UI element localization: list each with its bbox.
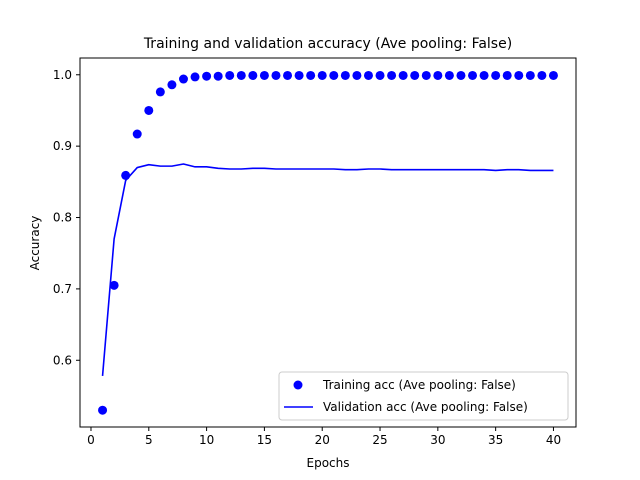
training-acc-point: [271, 70, 281, 80]
training-acc-point: [421, 70, 431, 80]
x-tick-label: 5: [145, 433, 153, 447]
training-acc-point: [167, 80, 177, 90]
axes: 0 5 10 15 20 25 30 35 40 0.6 0.7 0.8 0.9 1.0: [53, 57, 577, 447]
training-acc-point: [479, 70, 489, 80]
training-acc-point: [121, 170, 131, 180]
legend-label-training: Training acc (Ave pooling: False): [322, 378, 516, 392]
training-acc-point: [468, 70, 478, 80]
training-acc-point: [525, 70, 535, 80]
training-acc-point: [155, 87, 165, 97]
training-acc-point: [444, 70, 454, 80]
training-acc-point: [456, 70, 466, 80]
training-acc-point: [433, 70, 443, 80]
legend: Training acc (Ave pooling: False) Valida…: [278, 371, 569, 421]
plot-area: [80, 58, 576, 427]
training-acc-point: [329, 70, 339, 80]
plot-frame: [79, 57, 577, 428]
training-acc-point: [132, 129, 142, 139]
training-acc-point: [363, 70, 373, 80]
training-acc-point: [340, 70, 350, 80]
y-tick-label: 0.6: [53, 353, 72, 367]
training-acc-point: [352, 70, 362, 80]
y-tick-label: 0.7: [53, 282, 72, 296]
training-acc-point: [144, 105, 154, 115]
x-tick-label: 35: [488, 433, 503, 447]
training-acc-point: [317, 70, 327, 80]
training-acc-point: [202, 71, 212, 81]
x-tick-label: 10: [199, 433, 214, 447]
training-acc-point: [248, 70, 258, 80]
y-tick-label: 1.0: [53, 68, 72, 82]
training-acc-point: [109, 280, 119, 290]
training-acc-point: [98, 405, 108, 415]
y-tick-label: 0.8: [53, 211, 72, 225]
training-acc-point: [491, 70, 501, 80]
training-acc-point: [294, 70, 304, 80]
plot-background: [80, 58, 576, 427]
training-acc-point: [514, 70, 524, 80]
legend-label-validation: Validation acc (Ave pooling: False): [323, 400, 528, 414]
x-tick-label: 25: [372, 433, 387, 447]
training-acc-point: [537, 70, 547, 80]
training-acc-point: [225, 70, 235, 80]
training-acc-point: [398, 70, 408, 80]
chart-title: Training and validation accuracy (Ave po…: [143, 36, 512, 52]
data-marks: [98, 70, 558, 415]
validation-acc-line: [101, 163, 554, 377]
x-tick-label: 15: [257, 433, 272, 447]
training-acc-point: [178, 74, 188, 84]
legend-marker-training: [293, 380, 303, 390]
training-acc-point: [236, 70, 246, 80]
x-tick-label: 40: [546, 433, 561, 447]
x-axis-label: Epochs: [307, 456, 350, 470]
x-tick-label: 0: [87, 433, 95, 447]
training-acc-point: [548, 70, 558, 80]
training-acc-point: [213, 71, 223, 81]
training-acc-point: [306, 70, 316, 80]
training-acc-point: [387, 70, 397, 80]
training-acc-point: [375, 70, 385, 80]
training-acc-point: [259, 70, 269, 80]
y-tick-label: 0.9: [53, 139, 72, 153]
y-axis-label: Accuracy: [28, 216, 42, 271]
training-acc-point: [190, 72, 200, 82]
training-acc-point: [502, 70, 512, 80]
x-tick-label: 20: [315, 433, 330, 447]
legend-box: [278, 371, 569, 421]
training-acc-point: [410, 70, 420, 80]
x-tick-label: 30: [430, 433, 445, 447]
training-acc-point: [283, 70, 293, 80]
